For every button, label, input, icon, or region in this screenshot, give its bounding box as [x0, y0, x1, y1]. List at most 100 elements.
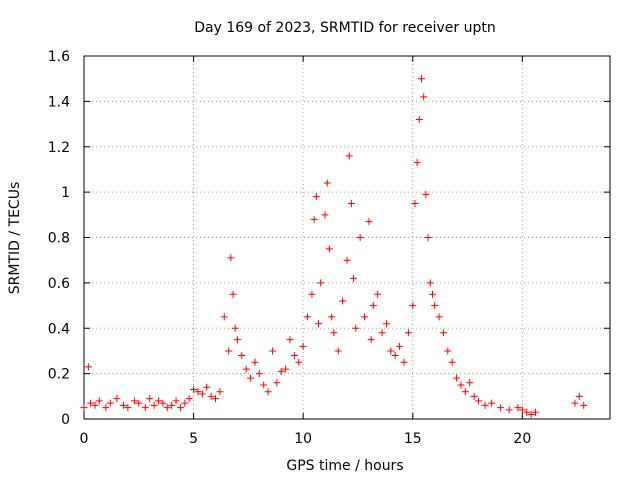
data-point [277, 367, 285, 375]
data-point [220, 313, 228, 321]
data-point [369, 302, 377, 310]
data-point [323, 179, 331, 187]
data-point [481, 401, 489, 409]
data-point [198, 390, 206, 398]
data-point [575, 392, 583, 400]
x-tick-label: 20 [513, 431, 531, 447]
data-point [255, 370, 263, 378]
y-tick-label: 1.6 [48, 49, 70, 65]
data-point [225, 347, 233, 355]
data-point [185, 395, 193, 403]
data-point [194, 388, 202, 396]
data-point [207, 392, 215, 400]
data-point [396, 342, 404, 350]
data-point [325, 245, 333, 253]
data-point [411, 199, 419, 207]
chart-title: Day 169 of 2023, SRMTID for receiver upt… [194, 20, 496, 36]
data-point [345, 152, 353, 160]
data-series [80, 75, 588, 418]
data-point [312, 193, 320, 201]
data-point [146, 395, 154, 403]
data-point [339, 297, 347, 305]
data-point [415, 116, 423, 124]
data-point [231, 324, 239, 332]
y-tick-label: 0.8 [48, 231, 70, 247]
data-point [435, 313, 443, 321]
x-axis-label: GPS time / hours [286, 458, 403, 474]
data-point [409, 302, 417, 310]
data-point [80, 404, 88, 412]
data-point [233, 336, 241, 344]
data-point [242, 365, 250, 373]
data-point [571, 399, 579, 407]
data-point [428, 290, 436, 298]
data-point [514, 404, 522, 412]
data-point [328, 313, 336, 321]
data-point [119, 401, 127, 409]
data-point [439, 329, 447, 337]
data-point [155, 397, 163, 405]
x-tick-label: 0 [80, 431, 89, 447]
data-point [444, 347, 452, 355]
y-tick-label: 1.2 [48, 140, 70, 156]
y-tick-label: 0.6 [48, 276, 70, 292]
y-tick-label: 0 [61, 412, 70, 428]
data-point [150, 401, 158, 409]
plot-frame [83, 55, 611, 420]
data-point [84, 363, 92, 371]
data-point [580, 401, 588, 409]
data-point [350, 274, 358, 282]
data-point [227, 254, 235, 262]
data-point [418, 75, 426, 83]
data-point [457, 381, 465, 389]
data-point [367, 336, 375, 344]
data-point [113, 395, 121, 403]
data-point [216, 388, 224, 396]
data-point [343, 256, 351, 264]
data-point [286, 336, 294, 344]
data-point [523, 408, 531, 416]
data-point [356, 234, 364, 241]
data-point [106, 399, 114, 407]
data-point [295, 358, 303, 366]
data-point [141, 404, 149, 412]
data-point [527, 410, 535, 418]
data-point [87, 399, 95, 407]
data-point [238, 351, 246, 359]
data-point [130, 397, 138, 405]
data-point [321, 211, 329, 219]
data-point [308, 290, 316, 298]
data-point [135, 399, 143, 407]
data-point [505, 406, 513, 414]
data-point [387, 347, 395, 355]
data-point [273, 379, 281, 387]
data-point [352, 324, 360, 332]
data-point [466, 379, 474, 387]
data-point [229, 290, 237, 298]
data-point [391, 351, 399, 359]
x-axis: 0 5 10 15 20 [80, 56, 531, 447]
y-axis: 0 0.2 0.4 0.6 0.8 1 1.2 1.4 1.6 [48, 49, 610, 428]
data-point [168, 401, 176, 409]
data-point [317, 279, 325, 287]
data-point [181, 399, 189, 407]
data-point [290, 351, 298, 359]
x-tick-label: 10 [294, 431, 312, 447]
data-point [400, 358, 408, 366]
data-point [159, 399, 167, 407]
data-point [422, 190, 430, 198]
data-point [347, 199, 355, 207]
data-point [374, 290, 382, 298]
data-point [424, 234, 432, 241]
data-point [453, 374, 461, 382]
data-point [190, 386, 198, 394]
data-point [203, 383, 211, 391]
y-axis-label: SRMTID / TECUs [7, 182, 23, 295]
data-point [378, 329, 386, 337]
y-tick-label: 0.2 [48, 367, 70, 383]
y-tick-label: 0.4 [48, 321, 70, 337]
data-point [102, 404, 110, 412]
data-point [251, 358, 259, 366]
data-point [496, 404, 504, 412]
